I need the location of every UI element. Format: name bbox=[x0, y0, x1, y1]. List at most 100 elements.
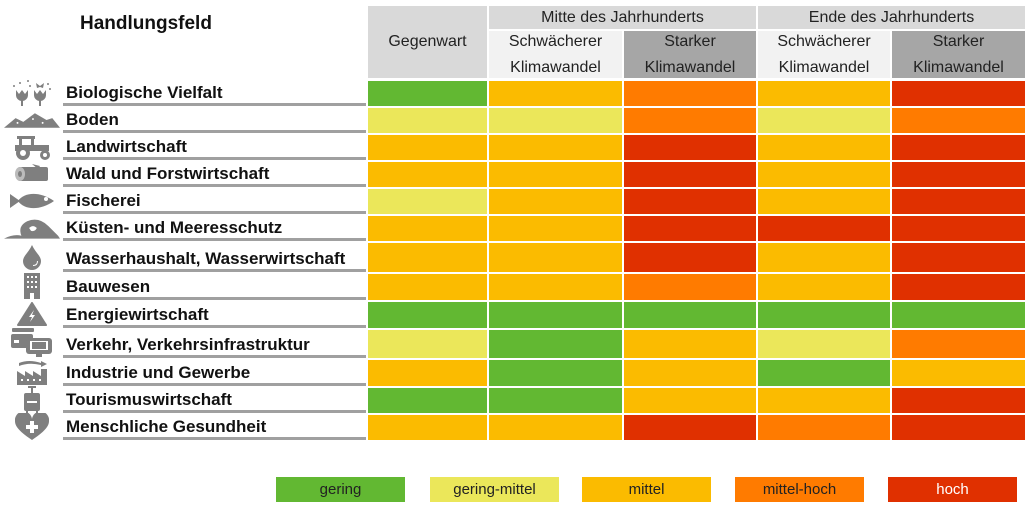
column-header-ende-schwach: Schwächerer Klimawandel bbox=[758, 31, 890, 78]
suitcase-icon bbox=[4, 385, 60, 414]
row-label: Energiewirtschaft bbox=[63, 301, 366, 328]
heatmap-cell bbox=[489, 330, 622, 358]
heatmap-cell bbox=[624, 330, 756, 358]
heatmap-cell bbox=[368, 360, 487, 386]
column-header-line1: Schwächerer bbox=[508, 32, 603, 50]
legend-item: gering bbox=[276, 477, 405, 502]
heatmap-cell bbox=[892, 162, 1025, 187]
heatmap-cell bbox=[489, 135, 622, 160]
row-label: Menschliche Gesundheit bbox=[63, 414, 366, 440]
heatmap-cell bbox=[758, 108, 890, 133]
heatmap-cell bbox=[892, 302, 1025, 328]
heatmap-cell bbox=[624, 388, 756, 413]
heatmap-cell bbox=[758, 274, 890, 300]
heatmap-cell bbox=[489, 81, 622, 106]
heatmap-cell bbox=[489, 415, 622, 440]
column-header-label: Gegenwart bbox=[388, 33, 467, 50]
heatmap-cell bbox=[624, 189, 756, 214]
row-label: Industrie und Gewerbe bbox=[63, 359, 366, 386]
heatmap-cell bbox=[489, 216, 622, 241]
heatmap-cell bbox=[624, 302, 756, 328]
building-icon bbox=[4, 273, 60, 299]
column-header-line1: Schwächerer bbox=[777, 32, 871, 50]
heatmap-cell bbox=[758, 216, 890, 241]
tractor-icon bbox=[4, 134, 60, 160]
heatmap-cell bbox=[368, 243, 487, 272]
heatmap-cell bbox=[368, 415, 487, 440]
column-group-label: Ende des Jahrhunderts bbox=[808, 8, 975, 26]
column-header-mitte-stark: Starker Klimawandel bbox=[624, 31, 756, 78]
heatmap-cell bbox=[758, 302, 890, 328]
heatmap-cell bbox=[489, 162, 622, 187]
heatmap-cell bbox=[758, 415, 890, 440]
heatmap-cell bbox=[892, 135, 1025, 160]
heatmap-cell bbox=[758, 135, 890, 160]
heatmap-cell bbox=[758, 243, 890, 272]
soil-hills-icon bbox=[4, 107, 60, 132]
column-header-ende-stark: Starker Klimawandel bbox=[892, 31, 1025, 78]
heatmap-cell bbox=[624, 360, 756, 386]
heatmap-cell bbox=[624, 81, 756, 106]
heatmap-cell bbox=[758, 360, 890, 386]
row-label: Bauwesen bbox=[63, 273, 366, 300]
row-label: Fischerei bbox=[63, 188, 366, 214]
heatmap-cell bbox=[624, 274, 756, 300]
heatmap-cell bbox=[892, 243, 1025, 272]
column-header-line2: Klimawandel bbox=[644, 58, 736, 76]
vehicles-icon bbox=[4, 328, 60, 357]
heatmap-cell bbox=[368, 81, 487, 106]
row-label: Verkehr, Verkehrsinfrastruktur bbox=[63, 329, 366, 358]
heatmap-cell bbox=[892, 360, 1025, 386]
legend-item: mittel-hoch bbox=[735, 477, 864, 502]
row-label: Boden bbox=[63, 107, 366, 133]
heatmap-cell bbox=[624, 108, 756, 133]
heatmap-cell bbox=[758, 162, 890, 187]
heatmap-cell bbox=[368, 108, 487, 133]
factory-icon bbox=[4, 359, 60, 385]
heatmap-cell bbox=[368, 274, 487, 300]
heatmap-cell bbox=[892, 415, 1025, 440]
column-header-line2: Klimawandel bbox=[913, 58, 1004, 76]
heatmap-cell bbox=[758, 388, 890, 413]
flowers-butterfly-icon bbox=[4, 79, 60, 106]
heatmap-cell bbox=[892, 108, 1025, 133]
column-group-label: Mitte des Jahrhunderts bbox=[541, 8, 704, 26]
heatmap-cell bbox=[624, 243, 756, 272]
column-header-line1: Starker bbox=[932, 32, 985, 50]
legend-item: mittel bbox=[582, 477, 711, 502]
row-label: Wald und Forstwirtschaft bbox=[63, 161, 366, 187]
legend-item: gering-mittel bbox=[430, 477, 559, 502]
wave-icon bbox=[4, 215, 60, 240]
row-label: Küsten- und Meeresschutz bbox=[63, 215, 366, 241]
heatmap-cell bbox=[489, 388, 622, 413]
heatmap-cell bbox=[489, 108, 622, 133]
heatmap-cell bbox=[368, 216, 487, 241]
chart-title: Handlungsfeld bbox=[80, 13, 212, 34]
heatmap-cell bbox=[489, 243, 622, 272]
column-header-line2: Klimawandel bbox=[510, 58, 601, 76]
heatmap-cell bbox=[368, 302, 487, 328]
heatmap-cell bbox=[368, 135, 487, 160]
heatmap-cell bbox=[368, 330, 487, 358]
heatmap-cell bbox=[624, 135, 756, 160]
heatmap-cell bbox=[489, 302, 622, 328]
heatmap-cell bbox=[624, 216, 756, 241]
heart-cross-icon bbox=[4, 412, 60, 440]
heatmap-cell bbox=[489, 360, 622, 386]
heatmap-cell bbox=[892, 216, 1025, 241]
heatmap-cell bbox=[892, 189, 1025, 214]
row-label: Landwirtschaft bbox=[63, 134, 366, 160]
water-drop-icon bbox=[4, 242, 60, 271]
heatmap-cell bbox=[489, 189, 622, 214]
fish-icon bbox=[4, 188, 60, 213]
heatmap-cell bbox=[368, 388, 487, 413]
heatmap-cell bbox=[892, 274, 1025, 300]
heatmap-cell bbox=[892, 81, 1025, 106]
heatmap-cell bbox=[892, 330, 1025, 358]
heatmap-cell bbox=[368, 162, 487, 187]
heatmap-cell bbox=[624, 162, 756, 187]
row-label: Biologische Vielfalt bbox=[63, 80, 366, 106]
heatmap-cell bbox=[489, 274, 622, 300]
column-header-line1: Starker bbox=[664, 32, 716, 50]
heatmap-cell bbox=[758, 81, 890, 106]
